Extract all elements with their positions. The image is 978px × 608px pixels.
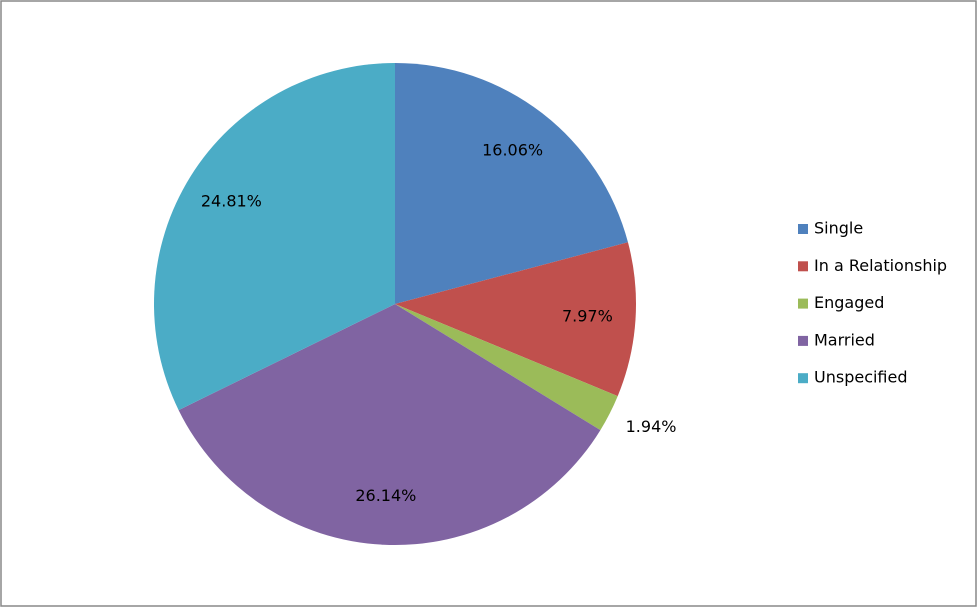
- data-label: 16.06%: [482, 141, 543, 160]
- legend-swatch: [798, 298, 808, 309]
- legend-swatch: [798, 335, 808, 346]
- legend-swatch: [798, 224, 808, 234]
- legend-label: Engaged: [814, 293, 884, 312]
- pie-slice: [395, 304, 618, 431]
- pie-slice: [178, 304, 601, 546]
- pie-slice: [395, 242, 637, 397]
- pie-slice: [153, 63, 395, 411]
- legend-swatch: [798, 373, 808, 384]
- legend-label: Unspecified: [814, 368, 908, 387]
- data-label: 24.81%: [201, 191, 262, 210]
- legend-label: Single: [814, 219, 863, 238]
- legend-label: In a Relationship: [814, 256, 947, 275]
- legend-label: Married: [814, 330, 875, 349]
- data-label: 7.97%: [562, 306, 613, 325]
- pie-slice: [395, 63, 628, 304]
- legend-swatch: [798, 261, 808, 272]
- data-label: 1.94%: [626, 417, 677, 436]
- data-label: 26.14%: [355, 486, 416, 505]
